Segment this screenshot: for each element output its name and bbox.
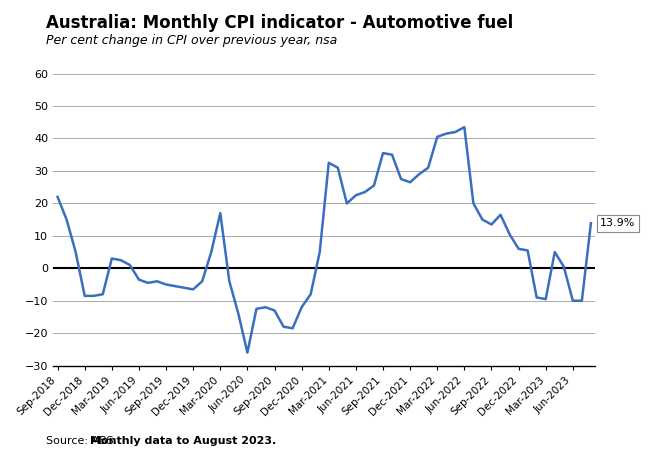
- Text: Australia: Monthly CPI indicator - Automotive fuel: Australia: Monthly CPI indicator - Autom…: [46, 14, 513, 32]
- Text: 13.9%: 13.9%: [600, 218, 635, 228]
- Text: Source: ABS.: Source: ABS.: [46, 436, 124, 446]
- Text: Monthly data to August 2023.: Monthly data to August 2023.: [90, 436, 276, 446]
- Text: Per cent change in CPI over previous year, nsa: Per cent change in CPI over previous yea…: [46, 34, 337, 47]
